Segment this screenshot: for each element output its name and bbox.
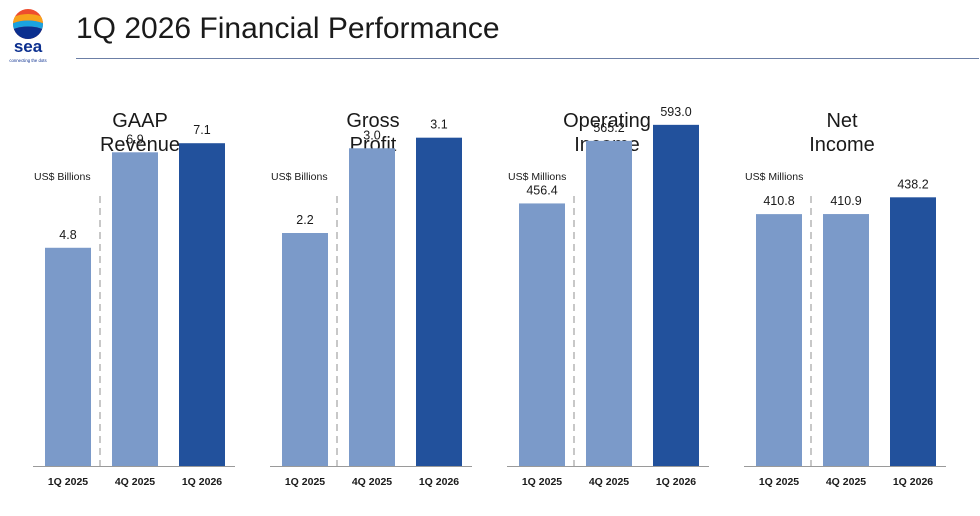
sea-logo: sea connecting the dots [6,4,50,66]
bar-4q-2025 [823,214,869,466]
bar-1q-2025 [756,214,802,466]
sea-logo-ball-icon [13,9,43,39]
chart-title-line-1: Net [826,110,858,132]
data-label: 4.8 [59,228,76,242]
bar-1q-2026 [653,124,699,466]
data-label: 6.9 [126,132,143,146]
bar-4q-2025 [112,152,158,467]
category-label: 4Q 2025 [826,476,866,488]
chart-title-line-2: Revenue [100,134,180,156]
bar-1q-2026 [416,137,462,466]
chart-title-line-1: GAAP [112,110,168,132]
unit-label: US$ Billions [271,171,328,183]
bar-1q-2026 [179,143,225,466]
chart-title-line-1: Gross [346,110,399,132]
category-label: 4Q 2025 [115,476,155,488]
data-label: 3.1 [430,118,447,132]
data-label: 438.2 [897,177,928,191]
category-label: 4Q 2025 [589,476,629,488]
data-label: 7.1 [193,123,210,137]
category-label: 1Q 2026 [893,476,933,488]
chart-title-line-2: Income [809,134,875,156]
title-divider [76,58,979,59]
category-label: 1Q 2026 [656,476,696,488]
category-label: 1Q 2025 [522,476,562,488]
category-label: 1Q 2025 [759,476,799,488]
bar-1q-2025 [282,233,328,466]
category-label: 1Q 2025 [48,476,88,488]
unit-label: US$ Billions [34,171,91,183]
data-label: 410.9 [830,194,861,208]
category-label: 4Q 2025 [352,476,392,488]
data-label: 2.2 [296,213,313,227]
category-label: 1Q 2025 [285,476,325,488]
bar-1q-2025 [519,203,565,466]
unit-label: US$ Millions [745,171,803,183]
data-label: 593.0 [660,105,691,119]
data-label: 3.0 [363,128,380,142]
category-label: 1Q 2026 [182,476,222,488]
data-label: 565.2 [593,121,624,135]
category-label: 1Q 2026 [419,476,459,488]
page-title: 1Q 2026 Financial Performance [76,12,500,45]
chart-title-line-1: Operating [563,110,651,132]
bar-4q-2025 [586,140,632,466]
data-label: 410.8 [763,194,794,208]
bar-4q-2025 [349,148,395,467]
data-label: 456.4 [526,183,557,197]
sea-logo-text: sea [14,37,43,56]
bar-1q-2025 [45,247,91,466]
sea-logo-tagline: connecting the dots [9,58,46,63]
unit-label: US$ Millions [508,171,566,183]
bar-1q-2026 [890,197,936,466]
